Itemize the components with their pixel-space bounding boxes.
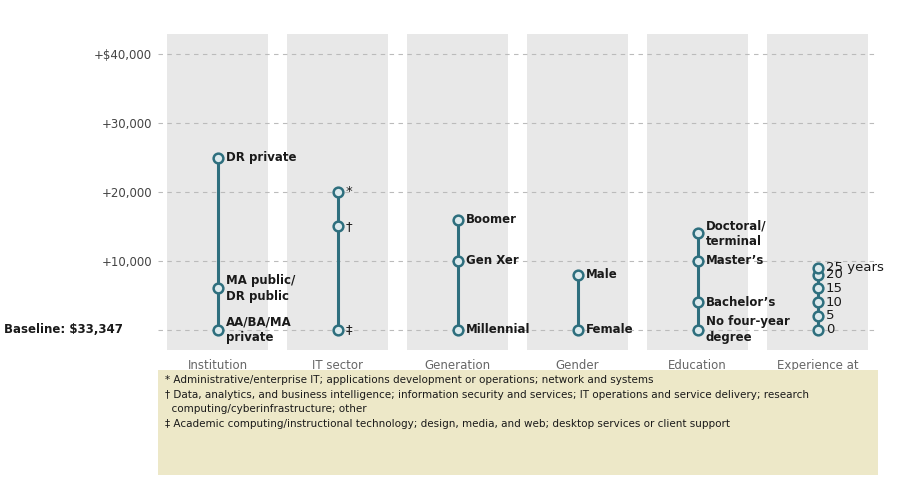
Text: Gen Xer: Gen Xer <box>466 254 518 267</box>
Text: 0: 0 <box>826 323 834 336</box>
Text: MA public/
DR public: MA public/ DR public <box>226 274 295 303</box>
Text: Male: Male <box>586 268 617 281</box>
Text: *: * <box>346 185 353 199</box>
Text: 5: 5 <box>826 310 834 323</box>
Text: DR private: DR private <box>226 151 296 164</box>
Text: †: † <box>346 220 353 233</box>
Bar <box>767 34 868 350</box>
Text: No four-year
degree: No four-year degree <box>706 315 790 344</box>
Text: 20: 20 <box>826 268 842 281</box>
Text: 25 years: 25 years <box>826 261 884 274</box>
Bar <box>407 34 508 350</box>
Text: Boomer: Boomer <box>466 213 517 226</box>
Text: 10: 10 <box>826 296 842 309</box>
Text: Millennial: Millennial <box>466 323 530 336</box>
Text: ‡: ‡ <box>346 323 353 336</box>
Text: Master’s: Master’s <box>706 254 764 267</box>
Bar <box>647 34 748 350</box>
Text: Female: Female <box>586 323 634 336</box>
Text: Doctoral/
terminal: Doctoral/ terminal <box>706 219 767 248</box>
Text: * Administrative/enterprise IT; applications development or operations; network : * Administrative/enterprise IT; applicat… <box>165 375 809 429</box>
Bar <box>287 34 388 350</box>
Text: AA/BA/MA
private: AA/BA/MA private <box>226 315 292 344</box>
Bar <box>527 34 628 350</box>
Text: 15: 15 <box>826 282 843 295</box>
Text: Baseline: $33,347: Baseline: $33,347 <box>4 323 123 336</box>
Bar <box>167 34 268 350</box>
Text: Bachelor’s: Bachelor’s <box>706 296 777 309</box>
